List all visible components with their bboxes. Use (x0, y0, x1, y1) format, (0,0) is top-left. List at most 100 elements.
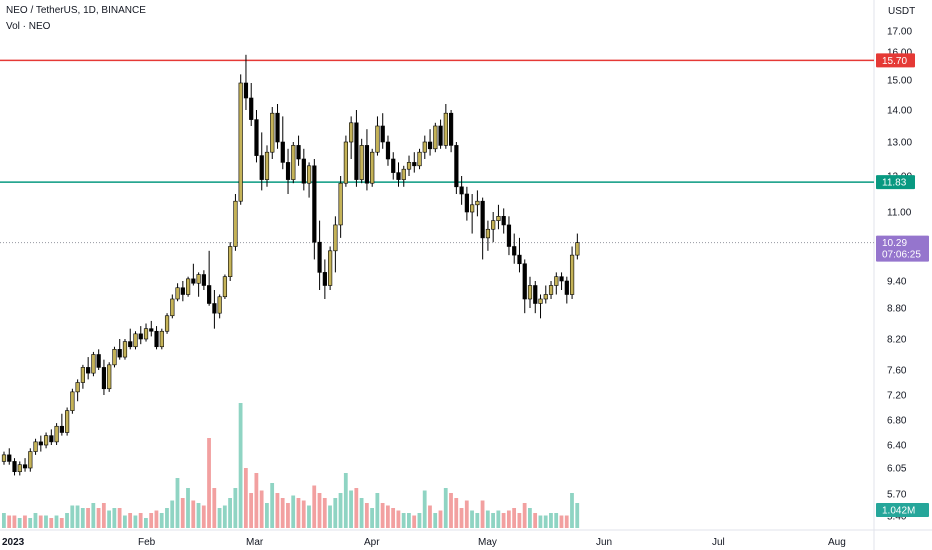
last-price-badge (876, 235, 929, 262)
candle-body (180, 287, 185, 295)
volume-bar (38, 515, 43, 528)
volume-bar (364, 503, 369, 528)
candle-body (427, 141, 433, 150)
volume-bar (101, 503, 106, 528)
candle-body (517, 254, 522, 265)
volume-bar (470, 510, 474, 528)
candle-body (422, 141, 427, 153)
candle-body (275, 112, 280, 143)
y-tick-label: 13.00 (887, 138, 912, 149)
volume-bar (412, 515, 417, 528)
candle-body (496, 216, 501, 221)
candle-body (548, 285, 554, 295)
volume-bar (570, 493, 574, 528)
volume-bar (317, 493, 322, 528)
candle-body (443, 112, 448, 146)
candle-body (312, 165, 317, 243)
candle-body (159, 330, 164, 348)
x-tick-label: Feb (138, 537, 156, 548)
candle-body (564, 280, 569, 295)
candle-body (101, 367, 107, 390)
y-tick-label: 14.00 (887, 106, 912, 117)
y-tick-label: 6.80 (887, 416, 907, 427)
candle-body (33, 441, 38, 452)
volume-bar (12, 515, 17, 528)
volume-bar (117, 508, 122, 528)
candle-body (391, 158, 396, 173)
volume-bar (407, 513, 411, 528)
x-tick-label: May (478, 537, 497, 548)
volume-bar (44, 515, 48, 528)
volume-bar (144, 518, 148, 528)
candle-body (306, 165, 312, 184)
volume-bar (96, 508, 101, 528)
candle-body (38, 441, 43, 446)
volume-bar (506, 510, 511, 528)
candle-body (22, 464, 28, 469)
candle-body (464, 193, 469, 213)
candle-body (233, 200, 238, 247)
candle-body (459, 186, 464, 195)
volume-bar (33, 513, 38, 528)
volume-bar (559, 515, 564, 528)
volume-bar (385, 505, 390, 528)
candle-body (75, 382, 80, 393)
countdown-label: 07:06:25 (882, 250, 921, 261)
volume-bar (207, 438, 211, 528)
candle-body (291, 145, 296, 180)
volume-bar (428, 505, 432, 528)
volume-bar (91, 503, 96, 528)
y-tick-label: 17.00 (887, 27, 912, 38)
volume-bar (75, 505, 80, 528)
candle-body (285, 162, 291, 180)
volume-bar (517, 513, 522, 528)
candle-body (538, 298, 543, 304)
volume-bar (443, 488, 448, 528)
volume-bar (122, 515, 127, 528)
volume-bar (180, 498, 185, 528)
volume-bar (512, 508, 517, 528)
volume-bar (454, 498, 459, 528)
volume-bar (80, 508, 85, 528)
candle-body (359, 145, 364, 180)
candle-body (228, 246, 233, 277)
volume-bar (496, 510, 501, 528)
volume-bar (233, 488, 238, 528)
price-level-label: 11.83 (882, 178, 907, 189)
candle-body (575, 242, 580, 256)
volume-bar (228, 498, 232, 528)
volume-bar (7, 515, 12, 528)
volume-bar (501, 513, 506, 528)
candle-body (501, 216, 506, 226)
candle-body (527, 285, 533, 300)
candle-body (249, 97, 254, 120)
candle-body (448, 112, 454, 146)
candle-body (522, 263, 527, 300)
candle-body (454, 145, 459, 188)
candle-body (406, 162, 412, 170)
candle-body (543, 294, 548, 300)
volume-bar (107, 510, 111, 528)
candle-body (375, 125, 380, 153)
candle-body (112, 349, 117, 366)
candle-body (338, 182, 343, 226)
candle-body (401, 168, 406, 180)
volume-bar (128, 513, 133, 528)
volume-bar (201, 505, 206, 528)
volume-bar (23, 515, 27, 528)
candle-body (354, 122, 359, 180)
candle-body (28, 451, 33, 469)
candle-body (480, 200, 485, 239)
volume-bar (480, 500, 485, 528)
volume-bar (28, 518, 33, 528)
candle-body (506, 224, 512, 247)
volume-bar (417, 513, 422, 528)
candle-body (43, 435, 49, 446)
volume-bar (475, 513, 480, 528)
volume-bar (449, 493, 453, 528)
volume-bar (459, 508, 464, 528)
volume-bar (270, 483, 275, 528)
volume-bar (554, 513, 559, 528)
volume-bar (322, 498, 327, 528)
